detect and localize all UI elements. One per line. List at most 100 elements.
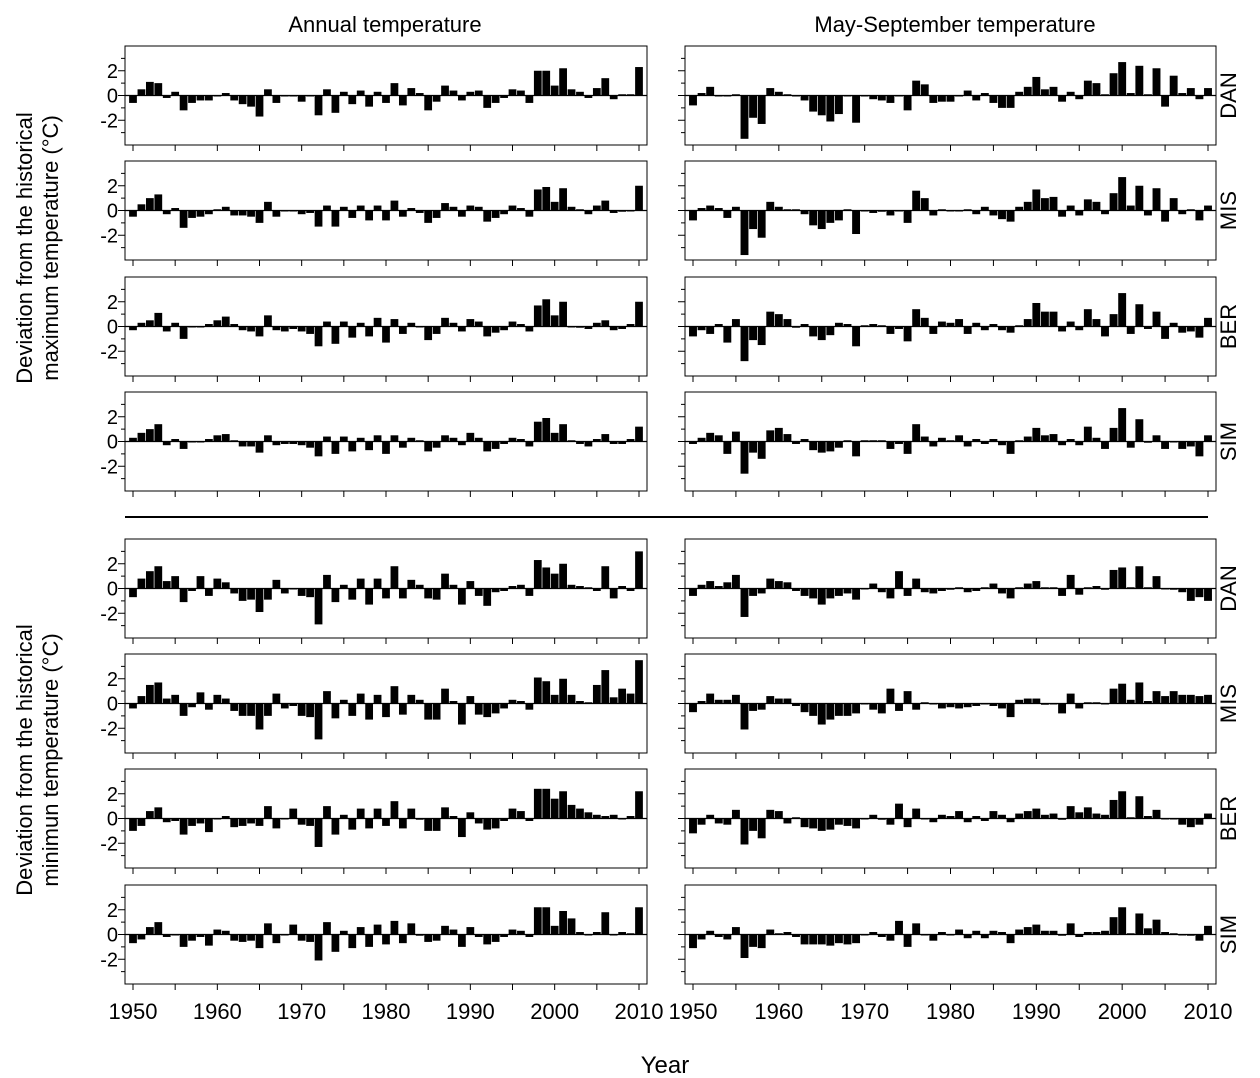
bar-1981 bbox=[390, 83, 399, 96]
bar-1990 bbox=[466, 319, 475, 327]
bar-1998 bbox=[533, 70, 542, 96]
bar-1966 bbox=[826, 326, 835, 336]
bar-1970 bbox=[860, 818, 869, 820]
bar-1991 bbox=[1040, 930, 1049, 935]
bar-1996 bbox=[517, 584, 525, 589]
bar-1993 bbox=[1058, 934, 1067, 936]
bar-1961 bbox=[221, 698, 230, 704]
bar-2006 bbox=[601, 566, 610, 589]
bar-1976 bbox=[912, 703, 921, 710]
bar-1954 bbox=[723, 210, 732, 218]
bar-2003 bbox=[1143, 326, 1152, 329]
bar-2002 bbox=[1135, 913, 1144, 935]
bar-2010 bbox=[635, 907, 643, 935]
bar-1974 bbox=[895, 920, 903, 935]
bar-1968 bbox=[280, 588, 289, 594]
bar-1954 bbox=[723, 699, 732, 704]
bar-2002 bbox=[1135, 419, 1144, 442]
bar-1986 bbox=[998, 210, 1006, 220]
bar-1955 bbox=[731, 927, 740, 935]
bar-1984 bbox=[415, 210, 424, 213]
bar-1993 bbox=[1058, 210, 1067, 217]
bar-1988 bbox=[1015, 587, 1024, 589]
bar-1964 bbox=[809, 326, 818, 337]
bar-1952 bbox=[706, 326, 715, 334]
bar-1981 bbox=[390, 920, 399, 935]
bar-1978 bbox=[929, 703, 938, 705]
bar-1976 bbox=[912, 578, 921, 589]
bar-1990 bbox=[1032, 427, 1041, 442]
bar-1988 bbox=[1015, 813, 1024, 819]
y-tick-label: -2 bbox=[100, 949, 118, 971]
bar-1982 bbox=[398, 95, 407, 106]
bar-1980 bbox=[382, 326, 390, 343]
bar-1964 bbox=[809, 210, 818, 226]
bar-1989 bbox=[458, 326, 466, 332]
bar-1987 bbox=[1006, 441, 1015, 454]
bar-1997 bbox=[1092, 319, 1101, 327]
bar-1970 bbox=[860, 210, 869, 212]
bar-1988 bbox=[449, 584, 458, 589]
bar-2008 bbox=[618, 94, 627, 96]
bar-2004 bbox=[1152, 919, 1161, 935]
bar-1981 bbox=[955, 95, 964, 97]
bar-1963 bbox=[800, 703, 809, 713]
bar-1960 bbox=[213, 320, 222, 327]
bar-1998 bbox=[1101, 326, 1109, 337]
bar-1955 bbox=[171, 439, 180, 442]
bar-1977 bbox=[356, 578, 365, 589]
bar-1955 bbox=[171, 694, 180, 704]
bar-1985 bbox=[424, 818, 433, 831]
bar-1960 bbox=[774, 698, 783, 704]
bar-1995 bbox=[508, 437, 517, 442]
bar-1969 bbox=[852, 95, 861, 123]
bar-1952 bbox=[145, 81, 154, 96]
bar-1973 bbox=[886, 95, 895, 103]
bar-1992 bbox=[1049, 930, 1058, 935]
bar-2002 bbox=[1135, 304, 1144, 327]
bar-1998 bbox=[533, 189, 542, 211]
bar-2005 bbox=[592, 439, 601, 442]
bar-1982 bbox=[398, 210, 407, 217]
bar-1990 bbox=[1032, 698, 1041, 704]
bar-1959 bbox=[766, 201, 775, 211]
bar-1980 bbox=[382, 818, 390, 826]
bar-1956 bbox=[740, 934, 749, 959]
bar-1985 bbox=[989, 439, 998, 442]
bar-1984 bbox=[980, 703, 989, 705]
bar-1958 bbox=[196, 934, 205, 937]
bar-1979 bbox=[937, 703, 946, 709]
bar-1974 bbox=[331, 934, 340, 952]
bar-1998 bbox=[533, 677, 542, 704]
panel-max-summer-SIM: SIM bbox=[678, 391, 1241, 497]
bar-1988 bbox=[449, 437, 458, 442]
y-tick-label: 0 bbox=[107, 579, 118, 601]
bar-1963 bbox=[238, 441, 247, 447]
bar-1987 bbox=[1006, 95, 1015, 108]
bar-2003 bbox=[1143, 928, 1152, 935]
bar-1953 bbox=[714, 818, 723, 824]
bar-1975 bbox=[903, 818, 912, 828]
bar-2001 bbox=[1126, 205, 1135, 211]
bar-1981 bbox=[390, 200, 399, 211]
bar-1972 bbox=[314, 441, 323, 457]
bar-2010 bbox=[1204, 813, 1212, 819]
bar-2003 bbox=[1143, 701, 1152, 704]
bar-1979 bbox=[937, 209, 946, 211]
bar-2010 bbox=[635, 301, 643, 327]
bar-1982 bbox=[963, 588, 972, 593]
bar-2005 bbox=[1161, 95, 1170, 107]
bar-1998 bbox=[1101, 930, 1109, 935]
bar-1995 bbox=[508, 808, 517, 819]
bar-1961 bbox=[221, 93, 230, 96]
bar-2004 bbox=[584, 441, 593, 447]
bar-1971 bbox=[306, 326, 314, 334]
bar-1969 bbox=[852, 588, 861, 600]
bar-1969 bbox=[289, 808, 298, 819]
bar-1974 bbox=[331, 818, 340, 835]
ylabel-bottom: Deviation from the historical minimun te… bbox=[12, 624, 63, 895]
bar-1965 bbox=[255, 326, 264, 337]
bar-1966 bbox=[264, 315, 272, 327]
bar-1993 bbox=[1058, 588, 1067, 596]
bar-1983 bbox=[972, 588, 981, 591]
